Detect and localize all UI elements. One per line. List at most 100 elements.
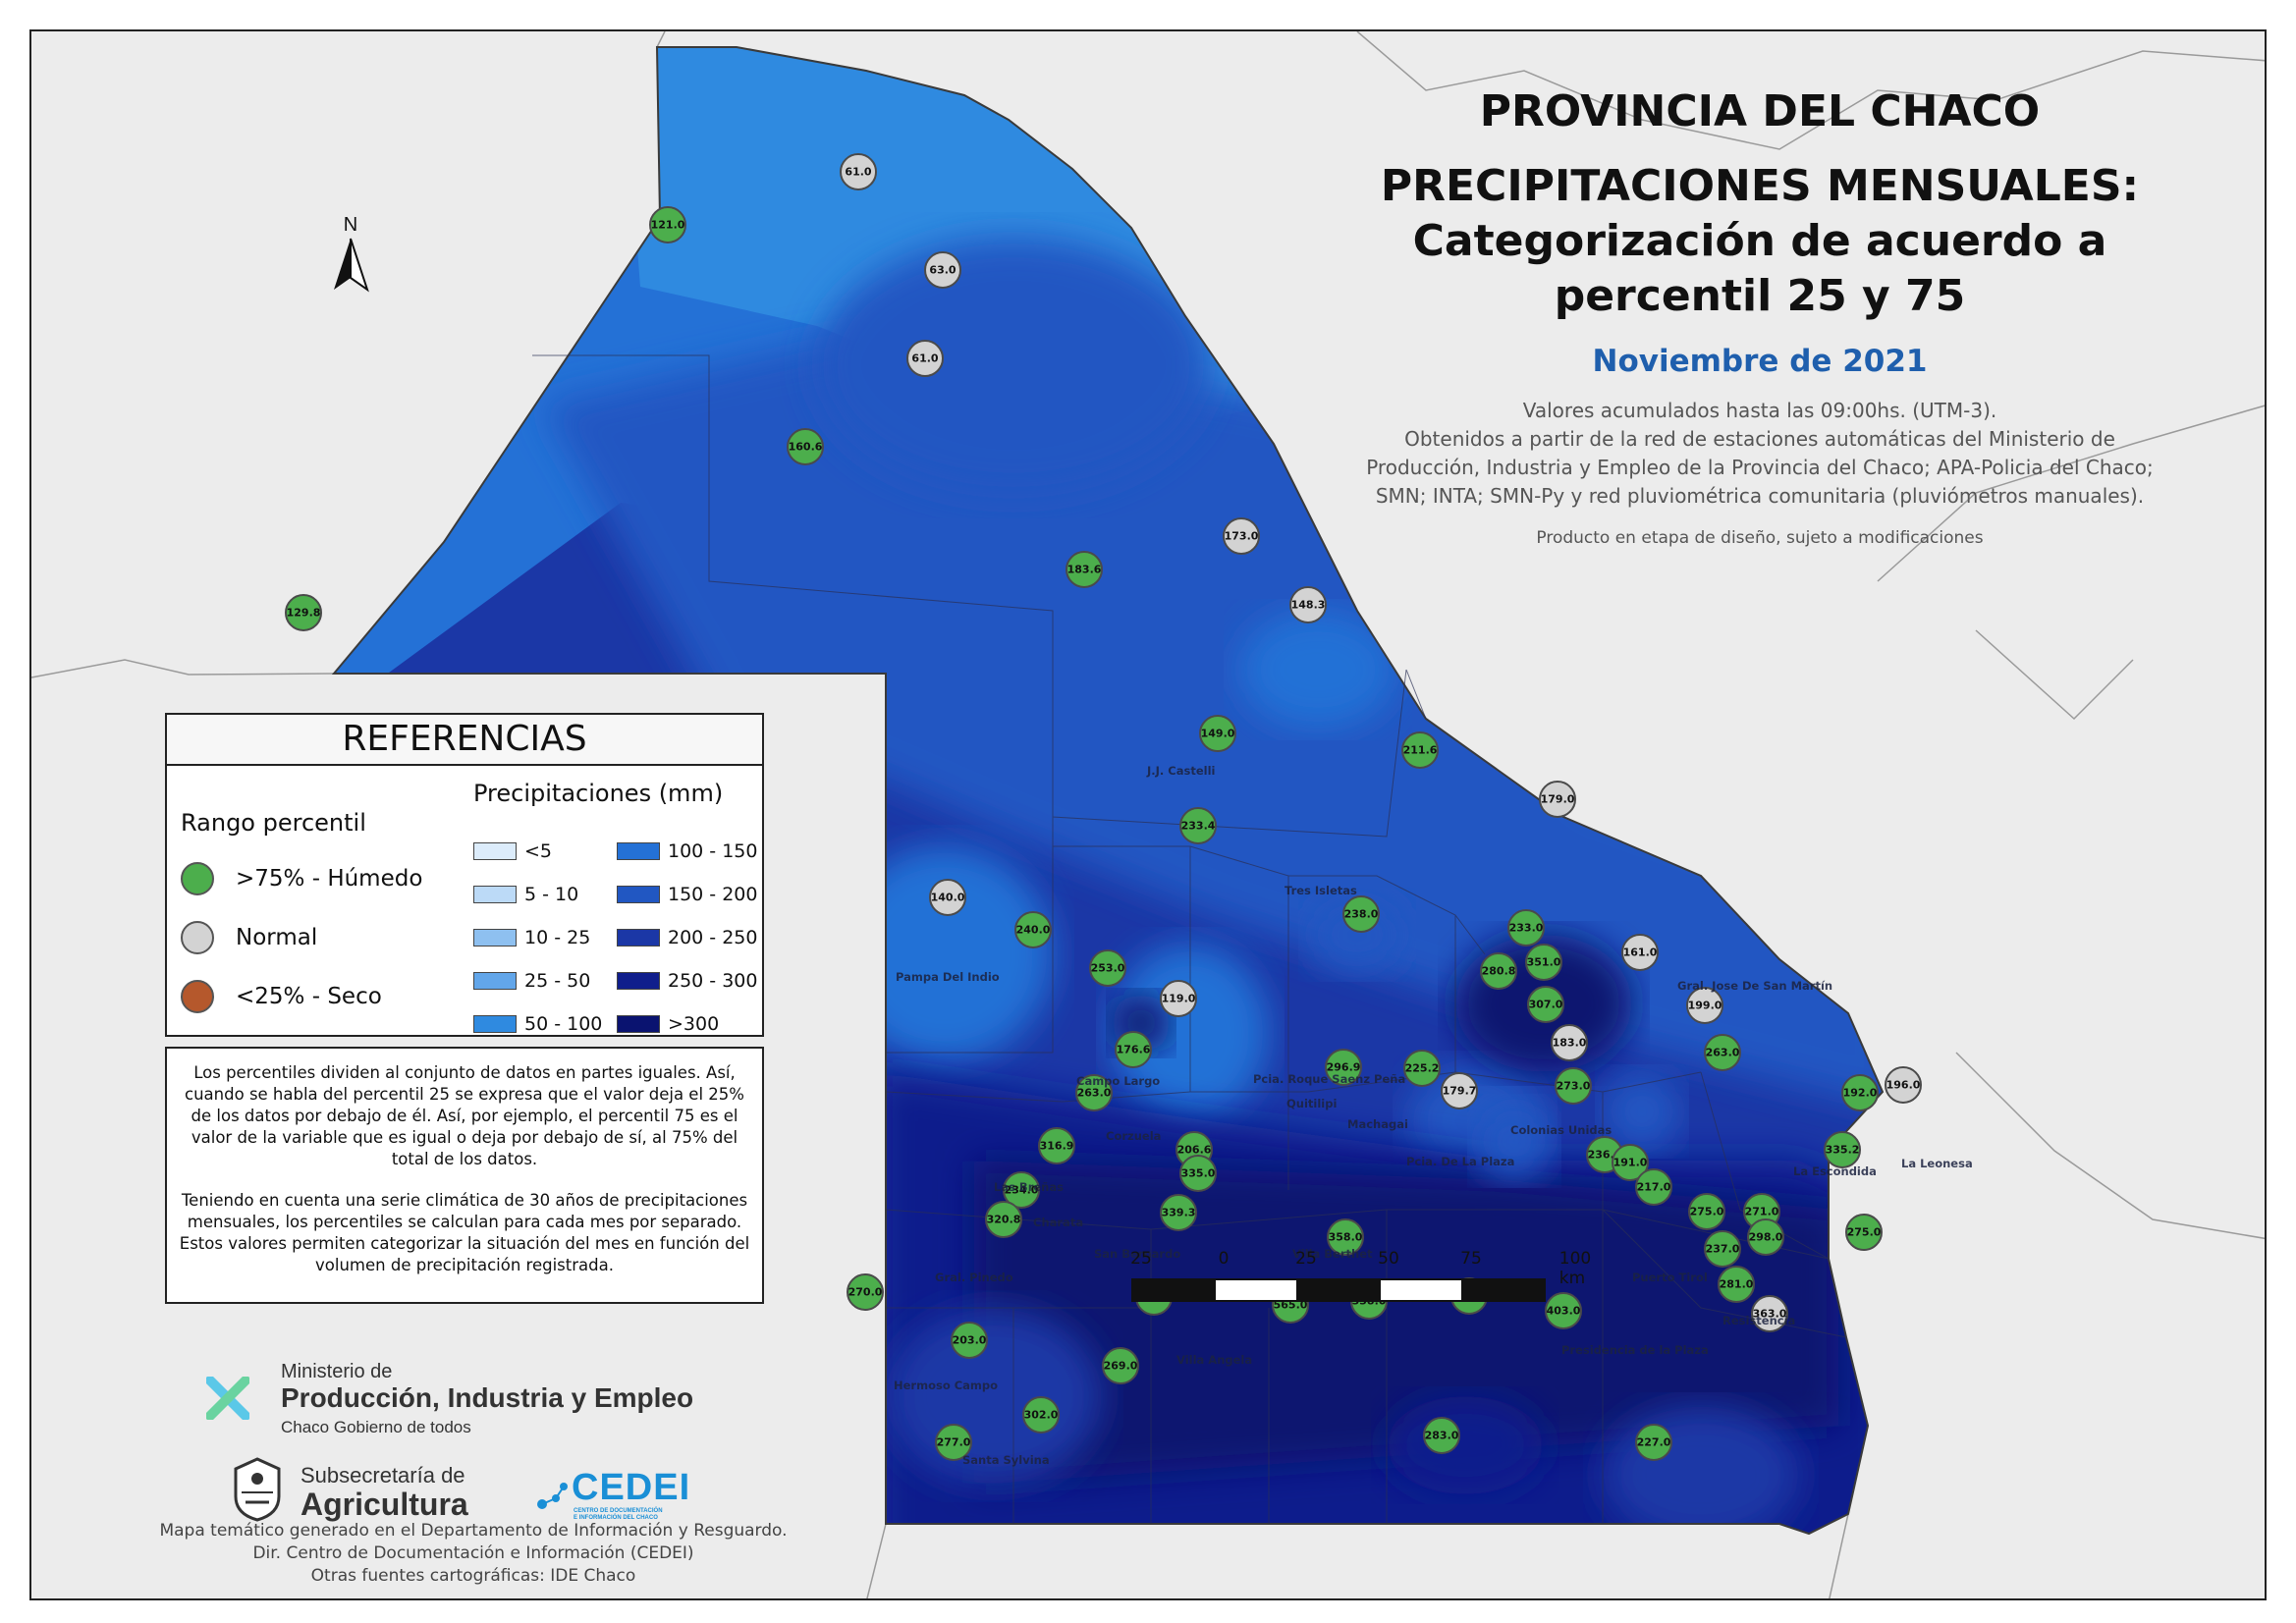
station-marker[interactable]: 263.0: [1704, 1034, 1741, 1071]
station-marker[interactable]: 192.0: [1841, 1074, 1879, 1111]
station-marker[interactable]: 199.0: [1686, 987, 1723, 1024]
place-label: Colonias Unidas: [1510, 1123, 1613, 1137]
station-marker[interactable]: 240.0: [1014, 911, 1052, 948]
place-label: Pcia. Roque Saenz Peña: [1253, 1072, 1406, 1086]
station-marker[interactable]: 273.0: [1555, 1067, 1592, 1105]
station-marker[interactable]: 238.0: [1342, 895, 1380, 933]
station-marker[interactable]: 280.8: [1480, 952, 1517, 990]
station-value: 302.0: [1023, 1408, 1059, 1422]
precip-swatch: [617, 929, 660, 947]
seco-dot-icon: [181, 980, 214, 1013]
description-line: Producción, Industria y Empleo de la Pro…: [1366, 456, 2154, 479]
station-value: 173.0: [1224, 529, 1259, 543]
legend-title: REFERENCIAS: [167, 715, 762, 766]
station-value: 273.0: [1556, 1079, 1591, 1093]
station-marker[interactable]: 183.6: [1066, 551, 1103, 588]
station-marker[interactable]: 173.0: [1223, 517, 1260, 555]
place-label: J.J. Castelli: [1147, 764, 1216, 778]
station-marker[interactable]: 148.3: [1289, 586, 1327, 623]
station-marker[interactable]: 307.0: [1527, 986, 1564, 1023]
station-marker[interactable]: 160.6: [787, 428, 824, 465]
precip-swatch-label: 150 - 200: [668, 884, 758, 905]
department-borders: [532, 354, 1847, 1524]
scale-label: 0: [1218, 1249, 1230, 1269]
station-marker[interactable]: 211.6: [1401, 731, 1439, 769]
station-marker[interactable]: 335.0: [1179, 1155, 1217, 1192]
precip-swatch: [617, 886, 660, 903]
place-label: Villa Angela: [1176, 1353, 1253, 1367]
station-marker[interactable]: 281.0: [1718, 1266, 1755, 1303]
station-marker[interactable]: 233.0: [1507, 909, 1545, 947]
station-marker[interactable]: 61.0: [840, 153, 877, 190]
station-marker[interactable]: 316.9: [1038, 1127, 1075, 1164]
station-value: 283.0: [1424, 1429, 1459, 1442]
precip-swatch-label: 10 - 25: [524, 927, 591, 948]
scale-label: 25: [1130, 1249, 1152, 1269]
station-value: 183.0: [1552, 1036, 1587, 1050]
station-marker[interactable]: 140.0: [929, 879, 966, 916]
station-marker[interactable]: 339.3: [1160, 1194, 1197, 1231]
station-value: 227.0: [1636, 1435, 1671, 1449]
station-value: 403.0: [1546, 1304, 1581, 1318]
precip-swatch: [473, 972, 517, 990]
title-line-3: Categorización de acuerdo a: [1412, 216, 2107, 266]
station-marker[interactable]: 298.0: [1747, 1218, 1784, 1256]
station-marker[interactable]: 225.2: [1403, 1050, 1441, 1087]
station-marker[interactable]: 196.0: [1885, 1066, 1922, 1104]
station-value: 160.6: [788, 440, 823, 454]
station-marker[interactable]: 203.0: [951, 1322, 988, 1359]
place-label: La Escondida: [1793, 1164, 1877, 1178]
station-marker[interactable]: 363.0: [1751, 1295, 1788, 1332]
station-marker[interactable]: 191.0: [1612, 1144, 1649, 1181]
scale-label: 100 km: [1558, 1249, 1592, 1288]
station-marker[interactable]: 237.0: [1704, 1230, 1741, 1268]
scale-label: 25: [1295, 1249, 1317, 1269]
station-marker[interactable]: 179.0: [1539, 781, 1576, 818]
station-marker[interactable]: 119.0: [1160, 980, 1197, 1017]
precip-swatch: [617, 972, 660, 990]
station-marker[interactable]: 149.0: [1199, 715, 1236, 752]
station-marker[interactable]: 263.0: [1075, 1074, 1113, 1111]
station-marker[interactable]: 233.4: [1179, 807, 1217, 844]
station-marker[interactable]: 270.0: [847, 1273, 884, 1311]
place-label: Resistencia: [1722, 1314, 1796, 1327]
legend-item-label: >75% - Húmedo: [236, 866, 423, 892]
normal-dot-icon: [181, 921, 214, 954]
station-marker[interactable]: 275.0: [1688, 1193, 1725, 1230]
station-marker[interactable]: 129.8: [285, 594, 322, 631]
logos: Ministerio de Producción, Industria y Em…: [179, 1347, 768, 1522]
station-marker[interactable]: 320.8: [985, 1201, 1022, 1238]
station-marker[interactable]: 351.0: [1525, 944, 1562, 981]
station-marker[interactable]: 302.0: [1022, 1396, 1060, 1434]
station-marker[interactable]: 275.0: [1845, 1214, 1883, 1251]
station-marker[interactable]: 269.0: [1102, 1347, 1139, 1384]
cedei-logo-icon: [537, 1483, 568, 1509]
station-marker[interactable]: 63.0: [924, 251, 961, 289]
station-marker[interactable]: 176.6: [1115, 1031, 1152, 1068]
station-marker[interactable]: 217.0: [1635, 1168, 1672, 1206]
station-marker[interactable]: 283.0: [1423, 1417, 1460, 1454]
station-marker[interactable]: 253.0: [1089, 949, 1126, 987]
station-marker[interactable]: 296.9: [1325, 1049, 1362, 1086]
precip-swatch: [617, 1015, 660, 1033]
province-outline: [331, 46, 1885, 1536]
station-marker[interactable]: 403.0: [1545, 1292, 1582, 1329]
title-main: PRECIPITACIONES MENSUALES: Categorizació…: [1308, 159, 2212, 324]
station-marker[interactable]: 277.0: [935, 1424, 972, 1461]
explanation-paragraph: Los percentiles dividen al conjunto de d…: [185, 1063, 744, 1168]
precip-swatch-label: 25 - 50: [524, 970, 591, 992]
station-marker[interactable]: 227.0: [1635, 1424, 1672, 1461]
station-marker[interactable]: 183.0: [1551, 1024, 1588, 1061]
explanation-paragraph: Teniendo en cuenta una serie climática d…: [179, 1191, 750, 1274]
station-marker[interactable]: 161.0: [1621, 934, 1659, 971]
station-marker[interactable]: 358.0: [1327, 1218, 1364, 1256]
station-value: 233.4: [1180, 819, 1216, 833]
province-map[interactable]: [31, 31, 2267, 1600]
station-marker[interactable]: 179.7: [1441, 1072, 1478, 1109]
station-marker[interactable]: 335.2: [1824, 1131, 1861, 1168]
station-marker[interactable]: 121.0: [649, 206, 686, 243]
station-marker[interactable]: 61.0: [906, 340, 944, 377]
scale-bar: 25 0 25 50 75 100 km: [1102, 1249, 1593, 1308]
cedei-subtitle-1: CENTRO DE DOCUMENTACIÓN: [574, 1508, 663, 1514]
station-value: 129.8: [286, 606, 321, 620]
